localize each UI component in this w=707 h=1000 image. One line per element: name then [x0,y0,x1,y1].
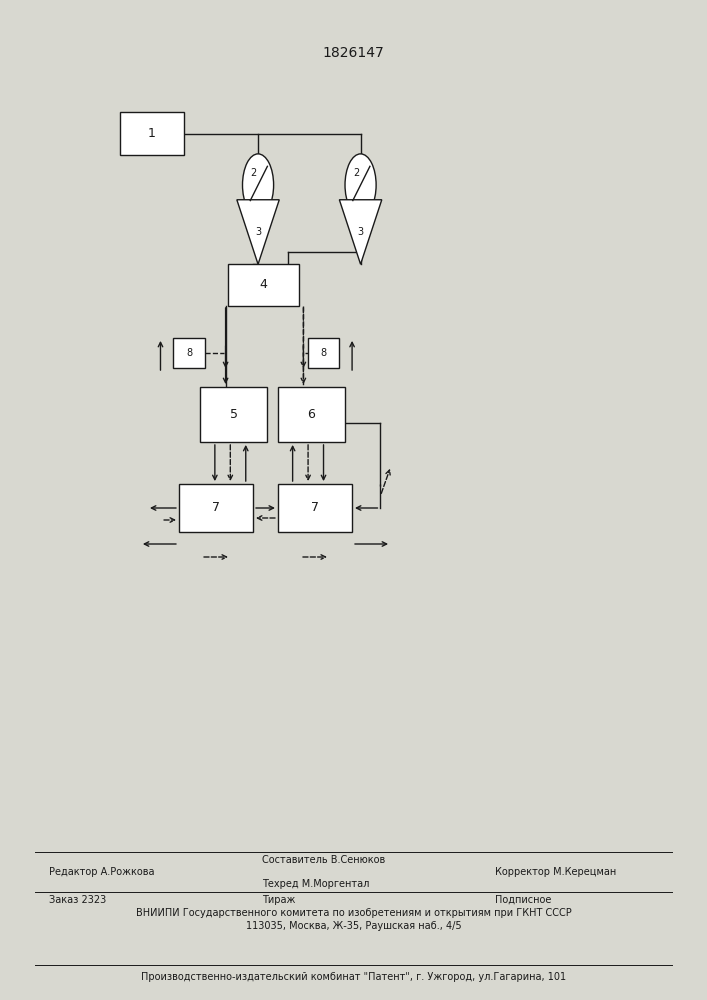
Text: 8: 8 [186,348,192,358]
Text: 1: 1 [148,127,156,140]
Text: 1826147: 1826147 [322,46,385,60]
Bar [278,484,352,532]
Text: ВНИИПИ Государственного комитета по изобретениям и открытиям при ГКНТ СССР: ВНИИПИ Государственного комитета по изоб… [136,908,571,918]
Text: Заказ 2323: Заказ 2323 [49,895,107,905]
Bar [179,484,253,532]
Text: 3: 3 [255,227,261,237]
Bar [120,112,184,155]
Text: Подписное: Подписное [495,895,551,905]
Text: Техред М.Моргентал: Техред М.Моргентал [262,879,369,889]
Polygon shape [339,200,382,264]
Bar [278,387,345,442]
Ellipse shape [243,154,274,216]
Text: Корректор М.Керецман: Корректор М.Керецман [495,867,616,877]
Text: 3: 3 [358,227,363,237]
Bar [200,387,267,442]
Text: Производственно-издательский комбинат "Патент", г. Ужгород, ул.Гагарина, 101: Производственно-издательский комбинат "П… [141,972,566,982]
Text: Составитель В.Сенюков: Составитель В.Сенюков [262,855,385,865]
Bar [228,264,299,306]
Text: Тираж: Тираж [262,895,295,905]
Text: 5: 5 [230,408,238,421]
Bar [308,338,339,368]
Ellipse shape [345,154,376,216]
Text: 113035, Москва, Ж-35, Раушская наб., 4/5: 113035, Москва, Ж-35, Раушская наб., 4/5 [246,921,461,931]
Text: Редактор А.Рожкова: Редактор А.Рожкова [49,867,155,877]
Text: 7: 7 [311,501,319,514]
Text: 4: 4 [259,278,268,292]
Text: 2: 2 [353,168,359,178]
Text: 2: 2 [250,168,257,178]
Text: 6: 6 [308,408,315,421]
Polygon shape [237,200,279,264]
Text: 7: 7 [212,501,220,514]
Bar [173,338,205,368]
Text: 8: 8 [320,348,327,358]
